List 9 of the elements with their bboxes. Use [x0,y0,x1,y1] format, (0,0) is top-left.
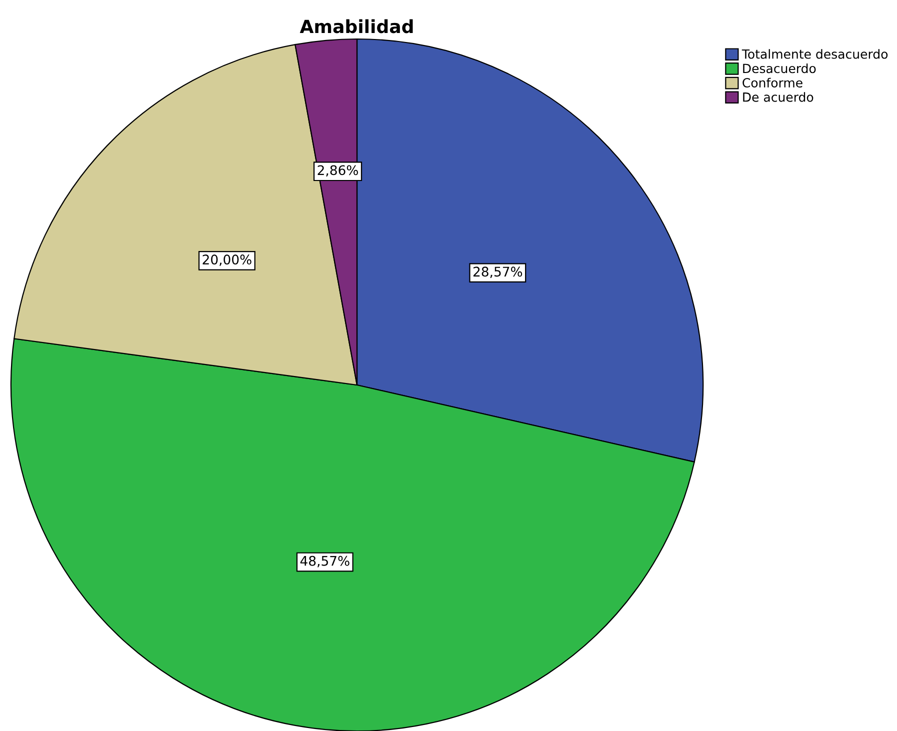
data-label: 2,86% [318,165,358,177]
legend-label: Totalmente desacuerdo [742,49,888,59]
legend-label: Desacuerdo [743,63,816,74]
chart-title: Amabilidad [300,19,413,34]
data-label: 20,00% [202,254,252,266]
data-label: 28,57% [473,266,522,278]
legend-label: Conforme [742,78,802,88]
data-label: 48,57% [300,556,350,568]
legend-label: De acuerdo [743,92,814,102]
